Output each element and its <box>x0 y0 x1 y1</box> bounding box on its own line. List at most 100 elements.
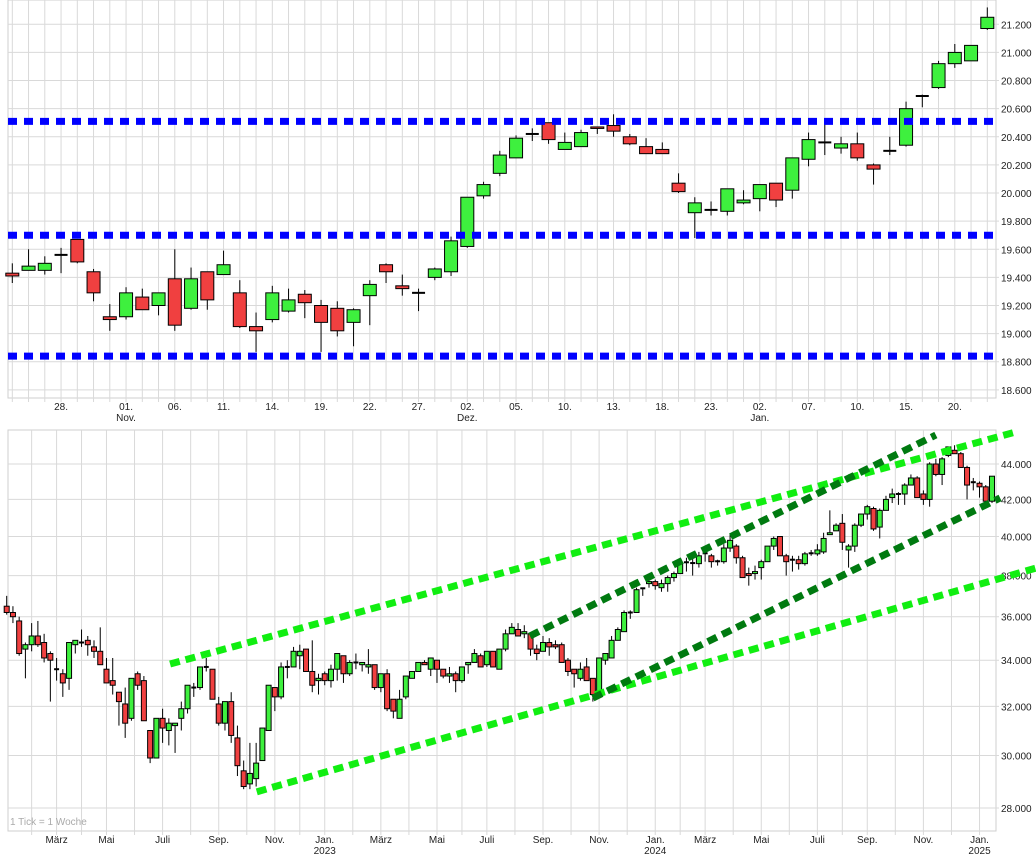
candle <box>695 551 702 568</box>
candle <box>84 635 91 656</box>
candle <box>54 247 68 274</box>
candle <box>627 610 633 619</box>
candle-body <box>70 238 85 263</box>
candle-body <box>315 677 322 682</box>
candle-body <box>931 63 946 89</box>
x-tick-label: 05. <box>509 402 523 413</box>
x-tick-label: 27. <box>412 402 426 413</box>
x-tick-label: 06. <box>168 402 182 413</box>
y-tick-label: 42.000 <box>1001 495 1032 506</box>
candle <box>41 633 48 663</box>
candle <box>546 638 553 656</box>
candle-body <box>421 661 428 666</box>
candle <box>278 662 285 700</box>
candle-body <box>899 108 914 146</box>
candle <box>850 132 865 161</box>
candle <box>37 256 52 275</box>
candle-body <box>86 271 101 294</box>
y-tick-label: 18.600 <box>1001 386 1032 397</box>
candle-body <box>427 268 442 278</box>
candle-body <box>541 122 556 141</box>
candle-body <box>483 650 490 666</box>
candle <box>97 627 104 666</box>
candle <box>119 287 134 320</box>
candle-body <box>97 650 104 666</box>
candle-body <box>303 648 310 672</box>
candle <box>621 610 628 633</box>
candle-body <box>379 264 394 273</box>
candle <box>614 627 621 641</box>
candle <box>159 708 166 743</box>
candle <box>764 545 771 563</box>
candle-body <box>785 157 800 191</box>
y-tick-label: 40.000 <box>1001 533 1032 544</box>
candle-body <box>502 633 509 650</box>
candle-body <box>184 278 199 309</box>
candle <box>687 197 702 239</box>
candle-body <box>22 644 29 650</box>
candle <box>452 671 459 693</box>
candle-body <box>920 493 927 500</box>
candle-body <box>795 559 802 565</box>
candle <box>28 623 35 652</box>
candle <box>683 557 689 572</box>
candle <box>271 687 278 712</box>
candle-body <box>658 583 665 589</box>
candle <box>221 701 228 731</box>
candle <box>795 555 802 570</box>
candle-body <box>739 557 746 579</box>
candle-body <box>314 305 329 323</box>
candle <box>926 462 933 507</box>
candle <box>365 649 372 674</box>
weekly-candlestick-chart: 28.00030.00032.00034.00036.00038.00040.0… <box>3 428 1036 857</box>
candle-body <box>720 188 735 212</box>
candle-body <box>982 486 989 502</box>
candle <box>47 651 54 702</box>
candle <box>639 138 654 155</box>
x-tick-label: 10. <box>558 402 572 413</box>
candle <box>596 657 603 696</box>
candle <box>246 742 253 790</box>
plot-area <box>7 0 997 399</box>
candle-body <box>546 642 553 648</box>
candle-body <box>621 611 628 633</box>
candle <box>883 136 897 156</box>
y-tick-label: 19.400 <box>1001 273 1032 284</box>
candle-body <box>253 762 260 780</box>
candle <box>70 238 85 264</box>
candle <box>574 129 589 148</box>
x-tick-label: Nov. <box>265 835 285 846</box>
x-tick-sublabel: 2024 <box>644 846 667 857</box>
candle-body <box>801 553 808 565</box>
candle <box>66 642 73 690</box>
x-tick-label: Mai <box>753 835 769 846</box>
candle <box>521 625 528 639</box>
candle-body <box>281 299 296 312</box>
candle <box>622 133 637 146</box>
x-tick-label: 15. <box>899 402 913 413</box>
candle-body <box>240 770 247 788</box>
candle-body <box>334 653 341 670</box>
x-tick-sublabel: Dez. <box>457 413 478 424</box>
candle-body <box>278 666 285 698</box>
candle <box>440 668 447 679</box>
candle <box>216 250 231 276</box>
candle-body <box>321 673 328 682</box>
candle <box>353 653 359 670</box>
candle <box>508 623 515 635</box>
candle-body <box>664 577 671 585</box>
candle <box>147 730 154 764</box>
candle <box>483 650 490 667</box>
x-tick-label: März <box>694 835 716 846</box>
candle <box>151 292 166 316</box>
candle-body <box>460 196 475 247</box>
candle <box>864 504 871 520</box>
candle <box>801 551 808 566</box>
candle-body <box>37 262 52 271</box>
candle <box>477 653 484 668</box>
candle-body <box>671 182 686 193</box>
candle <box>646 579 653 588</box>
candle-body <box>84 639 91 646</box>
candle-body <box>882 498 889 511</box>
